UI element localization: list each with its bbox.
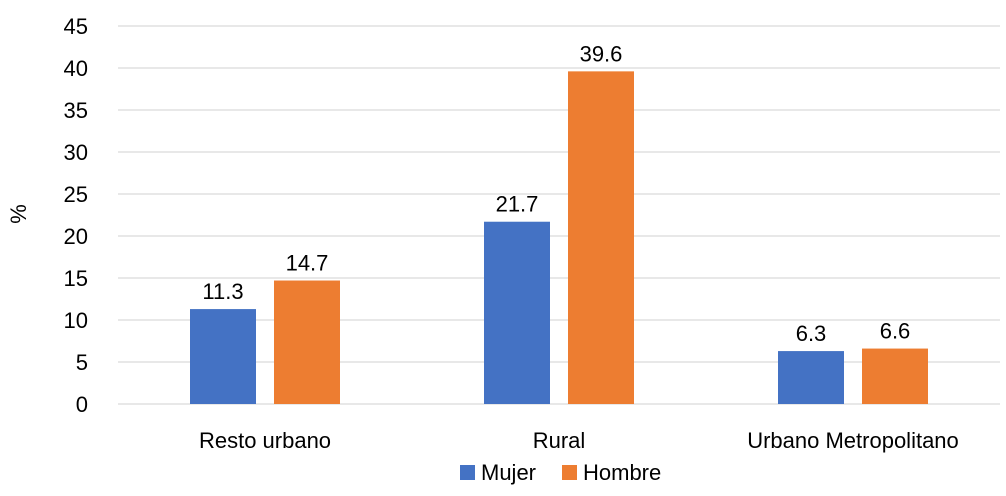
bar-hombre [274, 280, 340, 404]
bar-mujer [484, 221, 550, 404]
bar-mujer [190, 309, 256, 404]
y-tick-label: 35 [64, 98, 88, 123]
data-label: 11.3 [202, 279, 243, 304]
bar-hombre [568, 71, 634, 405]
bar-mujer [778, 351, 844, 404]
y-tick-label: 5 [76, 350, 88, 375]
x-axis-tick-labels: Resto urbano Rural Urbano Metropolitano [199, 428, 959, 453]
data-label: 39.6 [580, 41, 623, 66]
y-tick-label: 10 [64, 308, 88, 333]
y-tick-label: 15 [64, 266, 88, 291]
legend-label-mujer: Mujer [481, 460, 536, 485]
y-axis-label: % [6, 204, 31, 224]
legend-swatch-mujer [460, 465, 475, 480]
data-labels: 11.3 14.7 21.7 39.6 6.3 6.6 [202, 41, 910, 346]
y-axis-tick-labels: 0 5 10 15 20 25 30 35 40 45 [64, 14, 88, 417]
legend: Mujer Hombre [460, 460, 661, 485]
y-tick-label: 20 [64, 224, 88, 249]
x-tick-label: Resto urbano [199, 428, 331, 453]
x-tick-label: Rural [533, 428, 586, 453]
y-tick-label: 25 [64, 182, 88, 207]
data-label: 14.7 [286, 251, 329, 276]
data-label: 21.7 [496, 192, 539, 217]
bars [190, 71, 928, 405]
data-label: 6.3 [796, 321, 827, 346]
y-tick-label: 30 [64, 140, 88, 165]
bar-hombre [862, 348, 928, 404]
legend-label-hombre: Hombre [583, 460, 661, 485]
gridlines [118, 25, 1000, 405]
y-tick-label: 40 [64, 56, 88, 81]
y-tick-label: 45 [64, 14, 88, 39]
x-tick-label: Urbano Metropolitano [747, 428, 959, 453]
data-label: 6.6 [880, 319, 911, 344]
y-tick-label: 0 [76, 392, 88, 417]
legend-swatch-hombre [562, 465, 577, 480]
